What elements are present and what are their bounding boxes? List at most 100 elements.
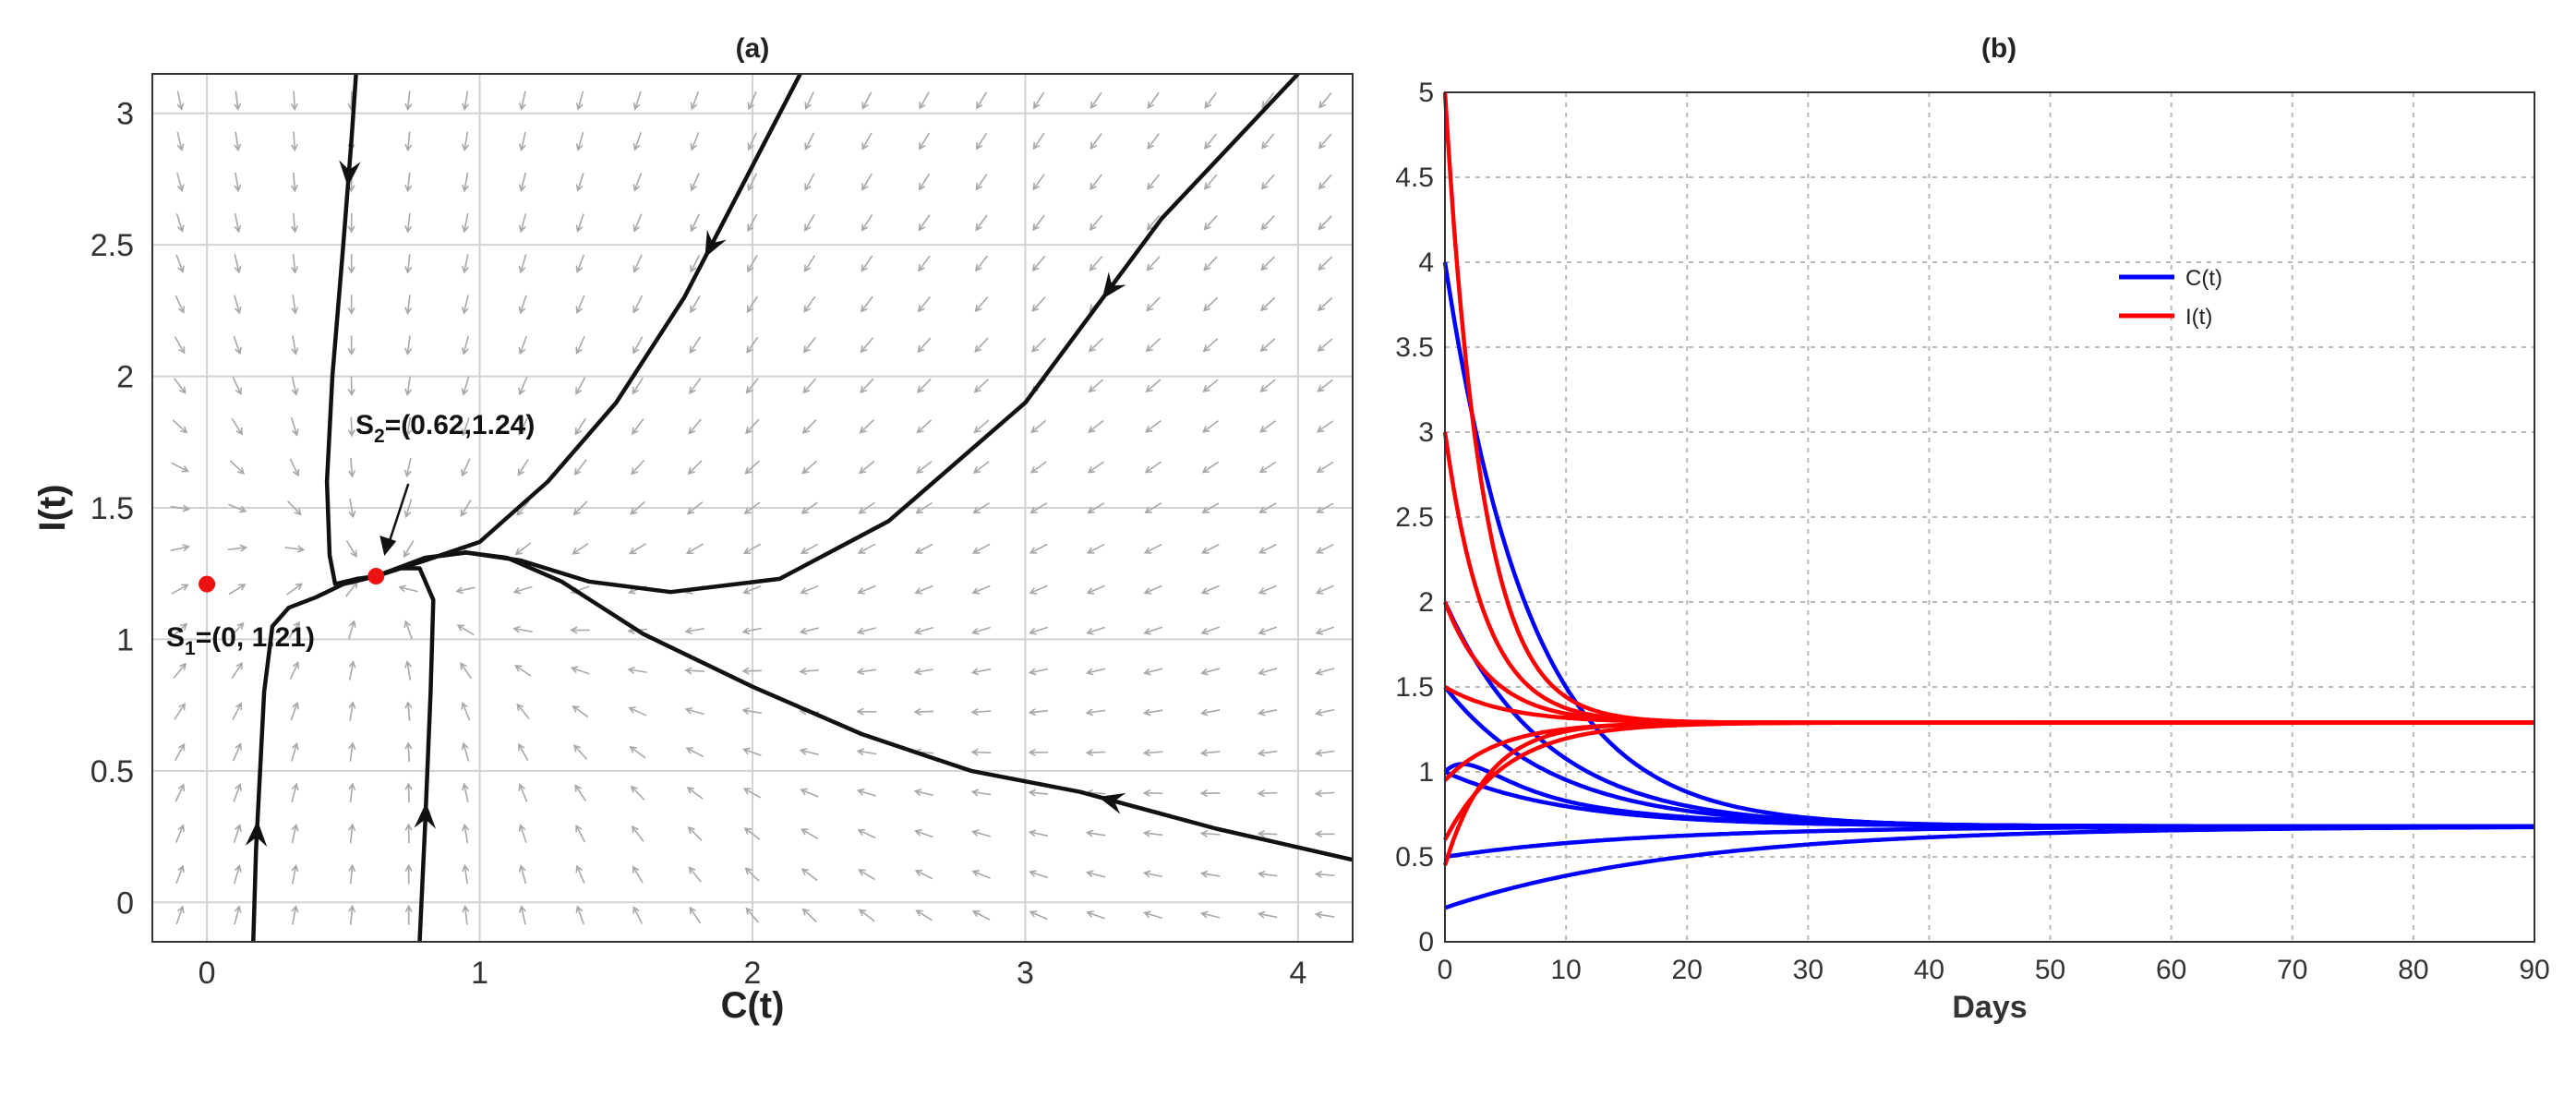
vector-arrow [690,254,701,273]
vector-arrow [858,869,876,881]
panel-title-b: (b) [1981,33,2016,64]
vector-arrow [233,824,242,843]
axes-box-a [151,73,1354,943]
vector-arrow [1199,789,1221,798]
vector-arrow [690,173,700,192]
y-tick-label-a: 2.5 [90,228,134,263]
vector-arrow [861,255,873,272]
vector-arrow [1028,708,1049,717]
vector-arrow [404,295,413,315]
vector-arrow [234,90,242,112]
vector-arrow [174,336,186,355]
vector-arrow [347,254,355,274]
vector-arrow [404,660,413,680]
vector-arrow [462,823,470,844]
vector-arrow [175,213,185,234]
vector-arrow [1031,296,1046,312]
x-tick-label-a: 2 [744,956,762,991]
y-tick-label-b: 3.5 [1395,332,1434,363]
vector-arrow [573,459,587,476]
y-tick-label-b: 4.5 [1395,163,1434,193]
vector-arrow [974,255,988,272]
vector-arrow [856,627,876,635]
vector-arrow [1259,296,1276,312]
y-tick-label-a: 2 [116,360,134,395]
vector-arrow [1200,584,1220,595]
vector-arrow [915,501,933,514]
vector-arrow [518,172,527,193]
vector-arrow [972,501,991,514]
vector-arrow [461,254,469,274]
vector-arrow [1144,502,1162,513]
vector-arrow [970,668,992,676]
legend-label-c: C(t) [2185,266,2222,291]
vector-arrow [1089,133,1102,151]
vector-arrow [232,702,243,721]
vector-arrow [917,337,932,354]
trajectory-from-bottom-middle [375,566,436,942]
vector-arrow [1086,626,1106,635]
vector-arrow [284,545,306,553]
vector-arrow [918,173,931,191]
vector-arrow [744,867,760,882]
vector-arrow [742,584,762,595]
x-axis-label-b: Days [1952,990,2027,1025]
trajectory-arrowhead [1101,271,1126,299]
vector-arrow [290,90,298,112]
vector-arrow [861,132,873,151]
vector-arrow [975,132,988,151]
vector-arrow [347,335,355,356]
vector-arrow [689,336,701,355]
vector-arrow [1143,543,1162,554]
vector-arrow [1142,749,1163,757]
vector-arrow [460,661,473,680]
vector-arrow [1088,337,1104,353]
vector-arrow [173,378,187,394]
vector-arrow [1143,910,1163,920]
vector-arrow [1029,543,1048,554]
vector-arrow [1202,338,1219,353]
vector-arrow [632,213,643,233]
vector-arrow [802,336,816,354]
vector-arrow [1257,708,1278,717]
vector-arrow [970,748,992,756]
vector-arrow [742,747,762,757]
vector-arrow [404,741,413,762]
vector-arrow [175,824,185,843]
vector-arrow [461,416,470,437]
x-tick-label-b: 90 [2519,955,2549,985]
vector-arrow [572,705,589,718]
vector-arrow [747,173,758,192]
vector-arrow [632,254,643,273]
vector-arrow [404,376,413,397]
vector-arrow [570,626,590,634]
vector-arrow [915,909,933,921]
x-tick-label-b: 40 [1914,955,1944,985]
panel-title-a: (a) [736,33,770,64]
vector-arrow [234,172,242,193]
vector-arrow [742,543,762,554]
vector-arrow [745,418,760,435]
vector-arrow [175,254,185,274]
vector-arrow [518,377,528,396]
vector-arrow [290,131,298,152]
vector-arrow [628,706,647,717]
vector-arrow [913,707,934,716]
vector-arrow [1142,708,1163,717]
x-tick-label-b: 10 [1550,955,1581,985]
y-tick-label-b: 4 [1418,247,1434,278]
label-pointer-head-s2 [379,536,397,557]
vector-arrow [518,90,526,111]
vector-arrow [228,503,247,513]
vector-arrow [918,255,931,272]
vector-arrow [572,500,588,516]
vector-arrow [1259,379,1276,392]
vector-arrow [630,500,645,515]
vector-arrow [1258,502,1277,513]
vector-arrow [741,707,762,716]
vector-arrow [291,905,299,925]
vector-arrow [630,785,645,801]
vector-arrow [288,620,301,639]
vector-arrow [1032,174,1045,191]
y-tick-label-b: 1.5 [1395,672,1434,703]
